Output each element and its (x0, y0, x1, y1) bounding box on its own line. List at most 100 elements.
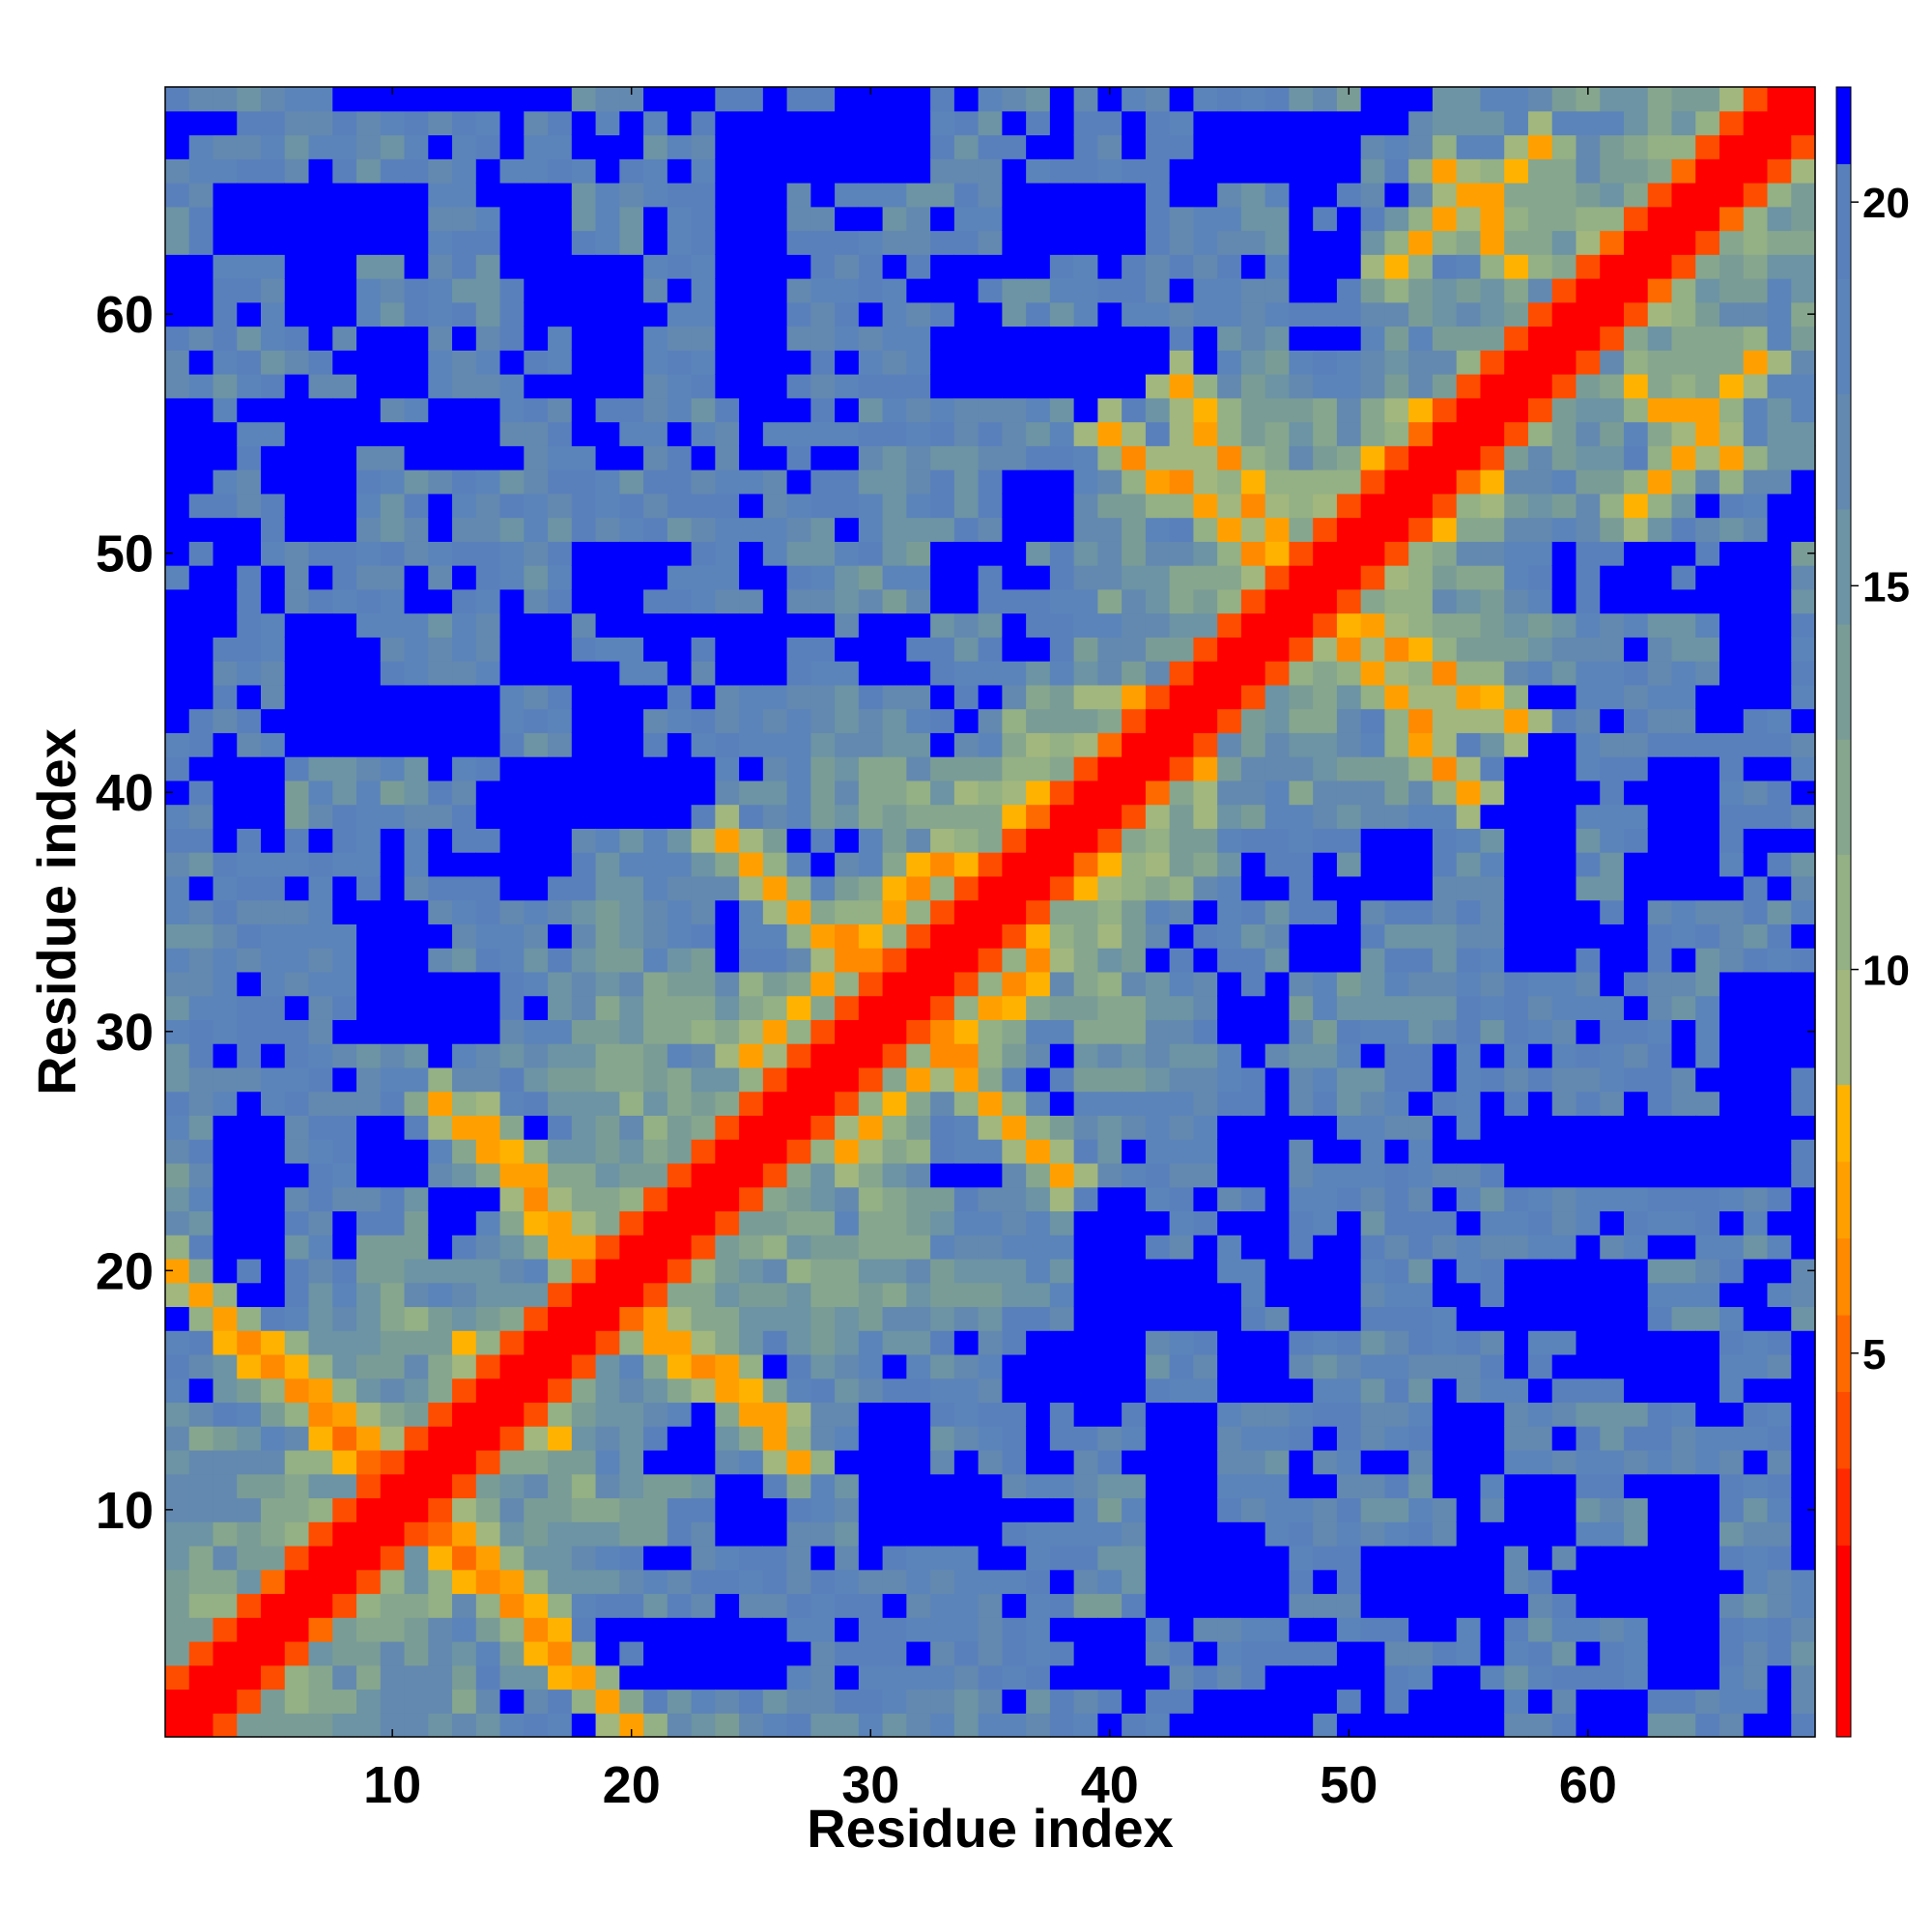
heatmap-cell (906, 87, 931, 112)
heatmap-cell (1313, 278, 1338, 303)
heatmap-cell (1097, 1426, 1122, 1451)
heatmap-cell (213, 1235, 238, 1260)
heatmap-cell (1767, 469, 1792, 495)
heatmap-cell (188, 469, 214, 495)
heatmap-cell (1122, 1186, 1147, 1212)
heatmap-cell (499, 374, 525, 399)
heatmap-cell (1384, 1066, 1409, 1093)
heatmap-cell (667, 1282, 693, 1308)
heatmap-cell (786, 756, 811, 781)
heatmap-cell (1480, 1569, 1505, 1595)
heatmap-cell (356, 374, 382, 399)
heatmap-cell (1145, 948, 1171, 973)
heatmap-cell (332, 828, 357, 853)
heatmap-cell (858, 445, 884, 470)
heatmap-cell (1193, 1521, 1218, 1547)
heatmap-cell (835, 183, 860, 208)
heatmap-cell (595, 1043, 620, 1068)
heatmap-cell (237, 1593, 262, 1618)
heatmap-cell (667, 756, 693, 781)
heatmap-cell (643, 1378, 668, 1404)
heatmap-cell (1647, 1282, 1673, 1308)
heatmap-cell (715, 923, 740, 949)
heatmap-cell (237, 134, 262, 159)
heatmap-cell (1193, 1545, 1218, 1571)
heatmap-cell (1145, 517, 1171, 542)
heatmap-cell (1671, 374, 1696, 399)
heatmap-cell (1504, 1258, 1529, 1284)
heatmap-cell (1480, 1115, 1505, 1140)
heatmap-cell (237, 1282, 262, 1308)
heatmap-cell (835, 350, 860, 375)
heatmap-cell (1336, 1115, 1362, 1140)
heatmap-cell (786, 1139, 811, 1164)
heatmap-cell (715, 756, 740, 781)
heatmap-cell (595, 183, 620, 208)
heatmap-cell (978, 1330, 1003, 1355)
heatmap-cell (1073, 852, 1098, 877)
heatmap-cell (1026, 1593, 1051, 1618)
heatmap-cell (1480, 469, 1505, 495)
heatmap-cell (1049, 948, 1075, 973)
colorbar-tick-label: 10 (1862, 948, 1910, 995)
heatmap-cell (739, 110, 764, 136)
heatmap-cell (1695, 637, 1720, 662)
heatmap-cell (906, 158, 931, 184)
heatmap-cell (452, 1353, 477, 1379)
heatmap-cell (332, 1545, 357, 1571)
heatmap-cell (786, 1617, 811, 1642)
heatmap-cell (1145, 1497, 1171, 1522)
heatmap-cell (1719, 1162, 1745, 1188)
heatmap-cell (284, 1282, 310, 1308)
heatmap-cell (284, 995, 310, 1020)
heatmap-cell (1360, 254, 1386, 279)
heatmap-cell (1217, 110, 1242, 136)
heatmap-cell (1122, 1282, 1147, 1308)
heatmap-cell (1384, 875, 1409, 901)
heatmap-cell (1600, 397, 1625, 423)
heatmap-cell (1217, 1569, 1242, 1595)
heatmap-cell (1671, 852, 1696, 877)
heatmap-cell (1097, 612, 1122, 638)
heatmap-cell (571, 158, 597, 184)
heatmap-cell (1480, 1402, 1505, 1427)
heatmap-cell (261, 565, 286, 590)
heatmap-cell (1623, 326, 1649, 351)
heatmap-cell (1026, 254, 1051, 279)
heatmap-cell (332, 374, 357, 399)
heatmap-cell (1122, 1330, 1147, 1355)
heatmap-cell (1073, 1640, 1098, 1666)
heatmap-cell (188, 588, 214, 614)
heatmap-cell (1408, 1330, 1434, 1355)
heatmap-cell (691, 1664, 716, 1690)
heatmap-cell (165, 1066, 190, 1093)
heatmap-cell (1026, 708, 1051, 733)
heatmap-cell (1671, 780, 1696, 806)
heatmap-cell (691, 1473, 716, 1499)
heatmap-cell (1049, 1617, 1075, 1642)
heatmap-cell (762, 1258, 788, 1284)
heatmap-cell (835, 1713, 860, 1738)
heatmap-cell (452, 588, 477, 614)
heatmap-cell (475, 828, 501, 853)
heatmap-cell (1360, 1139, 1386, 1164)
heatmap-cell (380, 804, 406, 829)
heatmap-cell (1791, 1235, 1816, 1260)
heatmap-cell (643, 301, 668, 327)
heatmap-cell (1026, 1569, 1051, 1595)
heatmap-cell (452, 1473, 477, 1499)
heatmap-cell (1647, 1330, 1673, 1355)
heatmap-cell (475, 1713, 501, 1738)
heatmap-cell (762, 254, 788, 279)
heatmap-cell (213, 661, 238, 686)
heatmap-cell (1480, 1378, 1505, 1404)
heatmap-cell (475, 254, 501, 279)
heatmap-cell (595, 1330, 620, 1355)
heatmap-cell (1408, 1664, 1434, 1690)
heatmap-cell (1264, 254, 1291, 279)
heatmap-cell (930, 1139, 955, 1164)
heatmap-cell (643, 87, 668, 112)
heatmap-cell (524, 493, 549, 519)
heatmap-cell (524, 1449, 549, 1475)
heatmap-cell (1360, 565, 1386, 590)
